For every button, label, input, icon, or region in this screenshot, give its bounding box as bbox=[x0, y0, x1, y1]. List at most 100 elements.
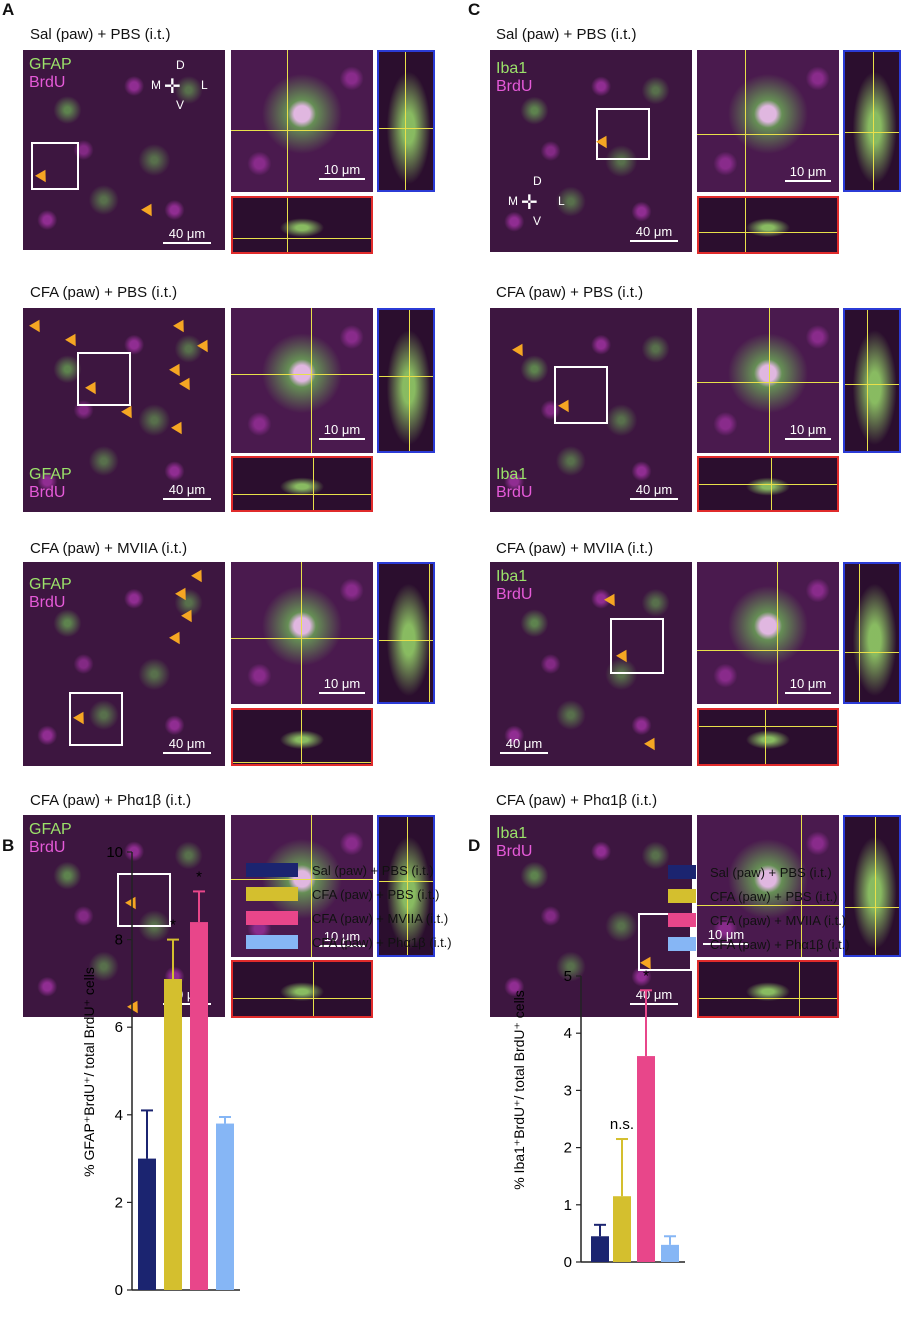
arrowhead-marker bbox=[179, 377, 195, 394]
y-tick-label: 4 bbox=[115, 1107, 123, 1124]
chart-d: % Iba1⁺BrdU⁺/ total BrdU⁺ cells 0 1 2 3 4 5 n… bbox=[511, 967, 685, 1271]
arrowhead-marker bbox=[169, 631, 185, 648]
row-title: CFA (paw) + Phα1β (i.t.) bbox=[30, 792, 192, 809]
panel-label-a: A bbox=[2, 0, 15, 19]
bar-group: n.s. * bbox=[591, 967, 679, 1262]
micrograph-main: Iba1 BrdU 40 μm bbox=[490, 562, 692, 766]
channel-labels: Iba1 BrdU bbox=[496, 60, 533, 95]
arrowhead-marker bbox=[121, 405, 137, 422]
scale-bar: 10 μm bbox=[319, 929, 365, 947]
y-tick-label: 10 bbox=[106, 844, 123, 861]
legend-label: Sal (paw) + PBS (i.t.) bbox=[710, 864, 832, 880]
orthogonal-view-side bbox=[843, 815, 901, 957]
scale-bar: 40 μm bbox=[163, 736, 211, 754]
zoom-inset-box bbox=[77, 352, 131, 406]
arrowhead-marker bbox=[191, 569, 207, 586]
scale-bar: 40 μm bbox=[630, 224, 678, 242]
orthogonal-view-bottom bbox=[231, 708, 373, 766]
zoom-inset-box bbox=[117, 873, 171, 927]
micrograph-zoom: 10 μm bbox=[231, 562, 373, 704]
legend-label: CFA (paw) + PBS (i.t.) bbox=[710, 888, 838, 904]
micrograph-zoom: 10 μm bbox=[697, 308, 839, 453]
legend-item: CFA (paw) + Phα1β (i.t.) bbox=[246, 930, 452, 954]
channel-labels: GFAP BrdU bbox=[29, 821, 72, 856]
y-tick-label: 4 bbox=[564, 1025, 572, 1042]
legend-swatch bbox=[668, 937, 696, 951]
scale-bar: 10 μm bbox=[319, 676, 365, 694]
micrograph-zoom: 10 μm bbox=[697, 50, 839, 192]
micrograph-main: GFAP BrdU 40 μm bbox=[23, 308, 225, 512]
micrograph-zoom: 10 μm bbox=[231, 50, 373, 192]
legend-item: Sal (paw) + PBS (i.t.) bbox=[668, 860, 850, 884]
significance-label: n.s. bbox=[610, 1116, 634, 1133]
orthogonal-view-side bbox=[843, 50, 901, 192]
orthogonal-view-side bbox=[377, 815, 435, 957]
panel-label-c: C bbox=[468, 0, 481, 19]
bar-group: ** bbox=[138, 868, 234, 1290]
scale-bar: 10 μm bbox=[319, 162, 365, 180]
scale-bar: 40 μm bbox=[163, 482, 211, 500]
orthogonal-view-bottom bbox=[697, 960, 839, 1018]
legend-swatch bbox=[246, 911, 298, 925]
legend-item: CFA (paw) + PBS (i.t.) bbox=[246, 882, 452, 906]
significance-label: * bbox=[643, 967, 649, 984]
legend-swatch bbox=[668, 865, 696, 879]
scale-bar: 10 μm bbox=[703, 927, 749, 945]
bar bbox=[661, 1244, 679, 1262]
legend-label: CFA (paw) + MVIIA (i.t.) bbox=[312, 910, 449, 926]
legend-swatch bbox=[246, 863, 298, 877]
micrograph-main: GFAP BrdU D V M L ✛ 40 μm bbox=[23, 50, 225, 250]
scale-bar: 10 μm bbox=[785, 164, 831, 182]
y-tick-label: 2 bbox=[564, 1140, 572, 1157]
orthogonal-view-side bbox=[377, 562, 435, 704]
legend-item: CFA (paw) + MVIIA (i.t.) bbox=[246, 906, 452, 930]
legend-item: CFA (paw) + MVIIA (i.t.) bbox=[668, 908, 850, 932]
orthogonal-view-bottom bbox=[231, 960, 373, 1018]
arrowhead-marker bbox=[197, 339, 213, 356]
zoom-inset-box bbox=[31, 142, 79, 190]
channel-labels: Iba1 BrdU bbox=[496, 568, 533, 603]
orthogonal-view-side bbox=[377, 50, 435, 192]
legend-label: CFA (paw) + Phα1β (i.t.) bbox=[312, 934, 452, 950]
legend-swatch bbox=[246, 887, 298, 901]
micrograph-main: Iba1 BrdU D V M L ✛ 40 μm bbox=[490, 50, 692, 252]
scale-bar: 40 μm bbox=[630, 482, 678, 500]
legend-d: Sal (paw) + PBS (i.t.) CFA (paw) + PBS (i… bbox=[668, 860, 850, 956]
row-title: CFA (paw) + MVIIA (i.t.) bbox=[30, 540, 188, 557]
legend-swatch bbox=[668, 889, 696, 903]
orthogonal-view-bottom bbox=[231, 196, 373, 254]
orthogonal-view-bottom bbox=[231, 456, 373, 512]
legend-item: CFA (paw) + Phα1β (i.t.) bbox=[668, 932, 850, 956]
arrowhead-marker bbox=[512, 343, 528, 360]
legend-swatch bbox=[668, 913, 696, 927]
y-tick-label: 8 bbox=[115, 932, 123, 949]
scale-bar: 40 μm bbox=[163, 226, 211, 244]
micrograph-main: Iba1 BrdU 40 μm bbox=[490, 815, 692, 1017]
chart-b: % GFAP⁺BrdU⁺/ total BrdU⁺ cells 0246810 … bbox=[81, 844, 240, 1299]
row-title: CFA (paw) + MVIIA (i.t.) bbox=[496, 540, 654, 557]
arrowhead-marker bbox=[175, 587, 191, 604]
bar bbox=[164, 979, 182, 1290]
row-title: CFA (paw) + PBS (i.t.) bbox=[496, 284, 644, 301]
arrowhead-marker bbox=[604, 593, 620, 610]
orientation-compass: D V M L ✛ bbox=[508, 174, 565, 228]
legend-swatch bbox=[246, 935, 298, 949]
arrowhead-marker bbox=[173, 319, 189, 336]
arrowhead-marker bbox=[181, 609, 197, 626]
orthogonal-view-bottom bbox=[697, 196, 839, 254]
y-tick-label: 1 bbox=[564, 1197, 572, 1214]
significance-label: * bbox=[196, 868, 202, 885]
row-title: Sal (paw) + PBS (i.t.) bbox=[496, 26, 637, 43]
orthogonal-view-side bbox=[377, 308, 435, 453]
channel-labels: Iba1 BrdU bbox=[496, 825, 533, 860]
scale-bar: 10 μm bbox=[785, 422, 831, 440]
legend-item: CFA (paw) + PBS (i.t.) bbox=[668, 884, 850, 908]
row-title: CFA (paw) + Phα1β (i.t.) bbox=[496, 792, 658, 809]
bar bbox=[190, 922, 208, 1290]
zoom-inset-box bbox=[610, 618, 664, 674]
legend-b: Sal (paw) + PBS (i.t.) CFA (paw) + PBS (i… bbox=[246, 858, 452, 954]
zoom-inset-box bbox=[69, 692, 123, 746]
scale-bar: 40 μm bbox=[500, 736, 548, 754]
zoom-inset-box bbox=[596, 108, 650, 160]
channel-labels: GFAP BrdU bbox=[29, 576, 72, 611]
